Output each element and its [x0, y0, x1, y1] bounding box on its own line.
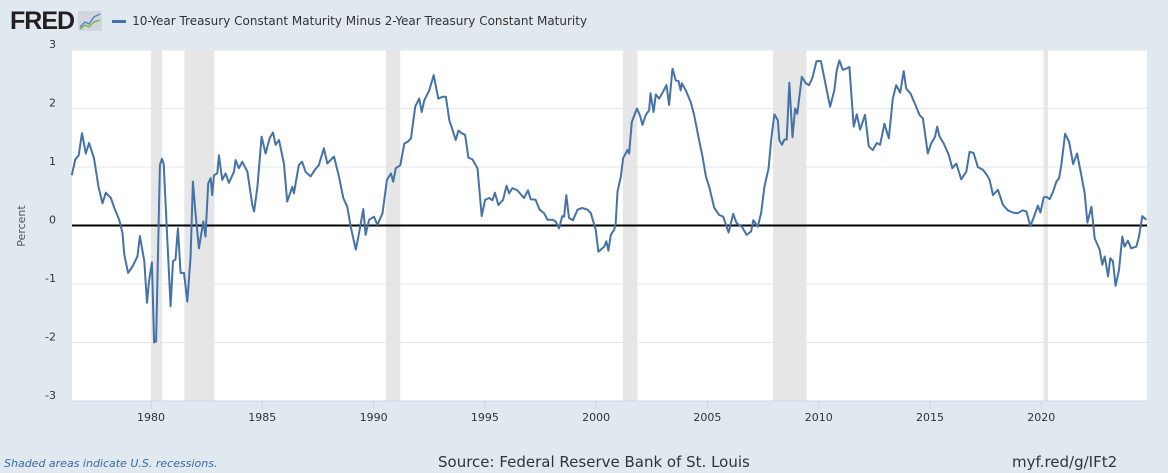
x-tick-label: 1995	[471, 411, 499, 424]
source-text: Source: Federal Reserve Bank of St. Loui…	[438, 453, 750, 471]
legend-label: 10-Year Treasury Constant Maturity Minus…	[132, 14, 588, 28]
x-tick-label: 2015	[916, 411, 944, 424]
y-tick-label: -2	[45, 331, 56, 344]
y-axis: 3 2 1 0 -1 -2 -3	[45, 38, 56, 402]
y-tick-label: 1	[49, 155, 56, 168]
x-tick-label: 2000	[582, 411, 610, 424]
line-chart-icon	[78, 11, 103, 31]
chart-header: FRED 10-Year Treasury Constant Maturity …	[10, 6, 587, 35]
short-link[interactable]: myf.red/g/IFt2	[1012, 453, 1118, 471]
x-tick-label: 2020	[1027, 411, 1055, 424]
x-tick-label: 1980	[137, 411, 165, 424]
x-tick-label: 2010	[805, 411, 833, 424]
legend-swatch	[112, 19, 127, 23]
y-tick-label: -1	[45, 272, 56, 285]
y-tick-label: -3	[45, 389, 56, 402]
recession-note: Shaded areas indicate U.S. recessions.	[4, 457, 218, 470]
x-tick-label: 1985	[248, 411, 276, 424]
y-tick-label: 3	[49, 38, 56, 51]
x-tick-label: 1990	[360, 411, 388, 424]
x-tick-label: 2005	[693, 411, 721, 424]
fred-logo[interactable]: FRED	[10, 6, 75, 35]
x-axis: 1980 1985 1990 1995 2000 2005 2010 2015 2020	[72, 400, 1147, 424]
series-line[interactable]	[70, 59, 1147, 344]
legend[interactable]: 10-Year Treasury Constant Maturity Minus…	[112, 14, 587, 28]
y-axis-label: Percent	[15, 205, 28, 247]
y-tick-label: 0	[49, 214, 56, 227]
y-tick-label: 2	[49, 97, 56, 110]
